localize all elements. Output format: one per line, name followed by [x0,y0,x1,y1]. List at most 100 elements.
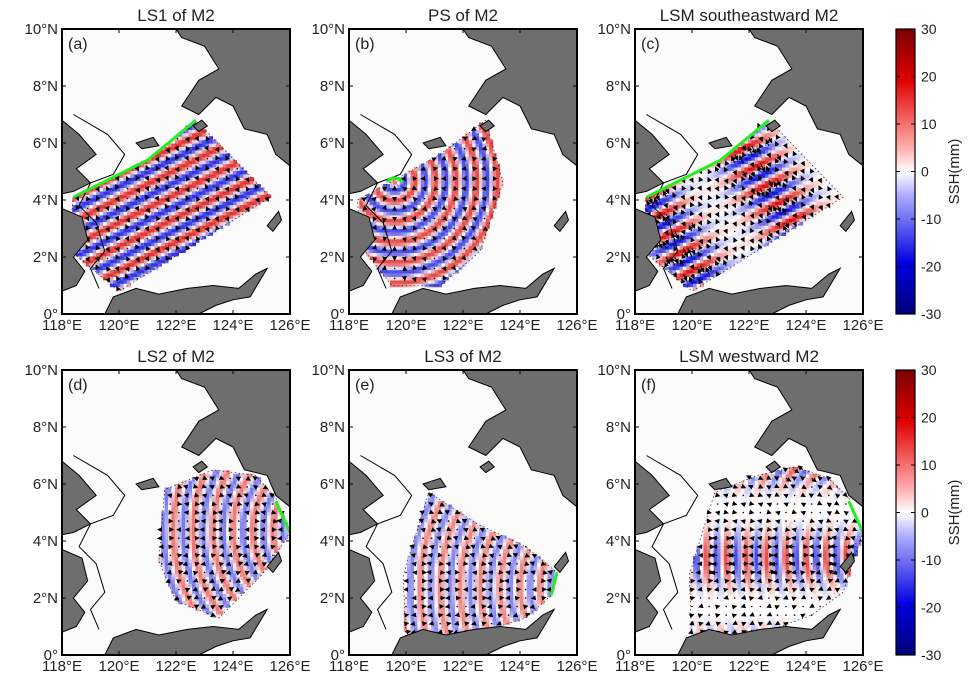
ssh-cell [120,218,125,223]
ssh-cell [127,194,131,199]
ssh-cell [806,211,810,216]
ssh-cell [455,143,459,147]
ssh-cell [479,218,483,223]
ssh-cell [157,208,162,212]
ssh-cell [806,190,810,195]
ssh-cell [771,235,776,240]
ssh-cell [92,242,97,247]
ssh-cell [785,166,790,171]
ssh-cell [706,262,711,267]
ssh-cell [679,190,684,195]
ssh-cell [479,197,483,202]
ssh-cell [662,194,667,199]
ssh-cell [496,184,501,188]
ssh-cell [472,160,477,165]
ssh-cell [482,235,487,240]
ssh-cell [448,231,453,236]
ssh-cell [123,283,128,288]
ssh-cell [455,211,459,216]
velocity-arrow [471,156,478,162]
ssh-cell [171,249,176,253]
ssh-cell [116,228,121,233]
ssh-cell [458,153,463,158]
ssh-cell [219,190,224,195]
velocity-arrow [433,186,440,191]
ssh-cell [700,276,704,281]
ssh-cell [444,160,449,165]
ssh-cell [771,184,776,188]
ssh-cell [386,204,391,209]
velocity-arrow [166,235,171,242]
ssh-cell [672,228,677,233]
ssh-cell [147,255,152,260]
ssh-cell [407,283,412,288]
ssh-cell [92,190,97,195]
ssh-cell [407,259,412,264]
ssh-cell [482,149,487,154]
ssh-cell [658,259,663,264]
ssh-cell [219,218,224,223]
ssh-cell [475,177,480,182]
ssh-cell [144,204,149,209]
ssh-cell [205,211,210,216]
ssh-cell [137,276,142,281]
ssh-cell [717,225,722,230]
velocity-arrow [114,196,120,202]
ssh-cell [113,255,118,260]
velocity-arrow [184,206,190,213]
ssh-cell [144,170,149,175]
ssh-cell [458,252,463,257]
ssh-cell [192,204,196,209]
ssh-cell [202,132,207,137]
ssh-cell [723,225,728,230]
ssh-cell [496,173,501,178]
ssh-cell [437,153,442,158]
velocity-arrow [401,237,407,243]
ssh-cell [689,231,694,236]
ssh-cell [417,208,422,212]
ssh-cell [161,149,166,154]
ssh-cell [703,218,708,223]
ssh-cell [89,249,94,253]
ssh-cell [686,180,691,185]
ssh-cell [788,180,793,185]
ssh-cell [788,218,793,223]
ssh-cell [178,245,183,250]
ssh-cell [734,201,739,206]
ssh-cell [113,262,118,267]
ssh-cell [192,221,196,226]
velocity-arrow [135,256,140,263]
ssh-cell [133,184,138,188]
ssh-cell [744,228,749,233]
ssh-cell [215,173,220,178]
ssh-cell [812,190,817,195]
ssh-cell [390,211,394,216]
ssh-cell [652,249,657,253]
ssh-cell [761,211,766,216]
ssh-cell [679,255,684,260]
ssh-cell [652,204,657,209]
ssh-cell [209,225,214,230]
ssh-cell [427,259,432,264]
ssh-cell [192,180,196,185]
ssh-cell [209,204,214,209]
ssh-cell [744,163,749,168]
ssh-cell [383,231,388,236]
ssh-cell [682,262,687,267]
ssh-cell [424,194,429,199]
x-tick-label: 122°E [442,317,483,334]
ssh-cell [475,146,480,151]
ssh-cell [417,273,422,277]
y-tick-label: 10°N [311,21,345,38]
ssh-cell [448,235,453,240]
ssh-cell [390,255,394,260]
ssh-cell [198,221,203,226]
ssh-cell [178,201,183,206]
ssh-cell [802,170,807,175]
ssh-cell [215,187,220,192]
ssh-cell [499,184,504,188]
ssh-cell [475,187,480,192]
ssh-cell [727,177,732,182]
ssh-cell [400,279,405,284]
ssh-cell [700,283,704,288]
